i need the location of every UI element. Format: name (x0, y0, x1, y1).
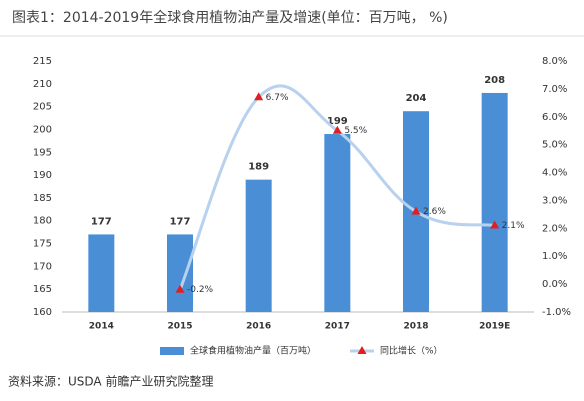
y2-tick-label: 5.0% (542, 140, 567, 151)
bar-value-label: 177 (91, 216, 112, 227)
bar-value-label: 208 (484, 75, 505, 86)
x-tick-label: 2016 (246, 322, 271, 332)
growth-marker (490, 220, 500, 229)
chart-title: 图表1：2014-2019年全球食用植物油产量及增速(单位：百万吨， %) (12, 9, 448, 26)
y-tick-label: 165 (33, 284, 52, 295)
bar (88, 234, 115, 312)
x-tick-label: 2019E (479, 322, 510, 332)
y-tick-label: 195 (33, 147, 52, 158)
bar (245, 179, 272, 312)
y2-tick-label: 6.0% (542, 112, 567, 123)
legend-marker (357, 346, 367, 354)
y-tick-label: 205 (33, 102, 52, 113)
bar-value-label: 199 (327, 116, 348, 127)
y-tick-label: 180 (33, 216, 52, 227)
y-tick-label: 170 (33, 261, 52, 272)
y-tick-label: 160 (33, 307, 52, 318)
growth-value-label: 2.6% (423, 207, 446, 217)
y2-tick-label: 8.0% (542, 56, 567, 67)
x-tick-label: 2015 (167, 322, 192, 332)
y-tick-label: 200 (33, 124, 52, 135)
y-tick-label: 185 (33, 193, 52, 204)
x-tick-label: 2018 (403, 322, 428, 332)
source-note: 资料来源：USDA 前瞻产业研究院整理 (8, 374, 213, 389)
growth-value-label: 2.1% (502, 221, 525, 231)
y2-tick-label: -1.0% (542, 307, 571, 318)
bar (167, 234, 193, 312)
legend-label: 同比增长（%） (380, 345, 443, 357)
growth-value-label: 6.7% (266, 93, 289, 103)
y-tick-label: 215 (33, 56, 52, 67)
y2-tick-label: 4.0% (542, 168, 567, 179)
legend-swatch (160, 347, 184, 355)
growth-marker (254, 92, 264, 101)
growth-line (178, 84, 495, 291)
growth-marker (175, 284, 185, 293)
legend-label: 全球食用植物油产量（百万吨） (190, 345, 316, 357)
bar (481, 92, 508, 312)
growth-marker (411, 206, 421, 215)
y2-tick-label: 0.0% (542, 279, 567, 290)
y-tick-label: 210 (33, 79, 52, 90)
y2-tick-label: 1.0% (542, 251, 567, 262)
y-tick-label: 175 (33, 239, 52, 250)
y-tick-label: 190 (33, 170, 52, 181)
growth-marker (332, 125, 342, 134)
bar-value-label: 177 (170, 216, 191, 227)
growth-value-label: 5.5% (344, 126, 367, 136)
y2-tick-label: 2.0% (542, 223, 567, 234)
bar-value-label: 189 (248, 162, 269, 173)
x-tick-label: 2017 (325, 322, 350, 332)
growth-value-label: -0.2% (187, 285, 214, 295)
y2-tick-label: 7.0% (542, 84, 567, 95)
y2-tick-label: 3.0% (542, 195, 567, 206)
bar-value-label: 204 (406, 93, 427, 104)
bar (324, 134, 351, 312)
x-tick-label: 2014 (89, 322, 114, 332)
